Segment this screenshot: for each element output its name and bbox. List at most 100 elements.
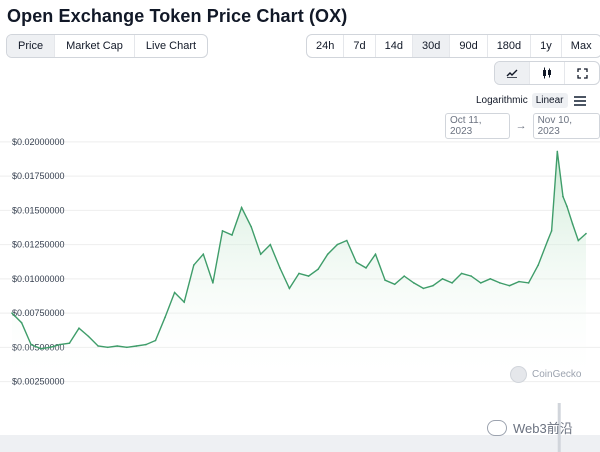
coingecko-logo-icon xyxy=(510,366,527,383)
data-point xyxy=(336,243,339,246)
data-point xyxy=(527,282,530,284)
tab-market-cap[interactable]: Market Cap xyxy=(54,35,134,57)
data-point xyxy=(422,287,425,290)
data-point xyxy=(87,335,90,338)
data-point xyxy=(518,280,520,283)
data-point xyxy=(126,346,128,349)
data-point xyxy=(49,346,52,349)
logarithmic-option[interactable]: Logarithmic xyxy=(476,95,528,106)
data-point xyxy=(432,284,434,287)
view-tabs xyxy=(494,61,600,85)
data-point xyxy=(550,230,553,232)
data-point xyxy=(30,343,32,346)
data-point xyxy=(11,312,13,314)
data-point xyxy=(116,345,118,347)
y-tick-label: $0.01000000 xyxy=(12,274,65,284)
watermark-text: CoinGecko xyxy=(532,369,582,380)
data-point xyxy=(259,253,262,255)
scale-toggle: Logarithmic Linear xyxy=(472,93,586,108)
page-title: Open Exchange Token Price Chart (OX) xyxy=(7,6,348,26)
data-point xyxy=(571,223,574,225)
data-point xyxy=(298,272,300,275)
range-1y[interactable]: 1y xyxy=(530,35,561,57)
price-line xyxy=(11,151,587,350)
data-point xyxy=(221,230,224,232)
date-range: Oct 11, 2023 → Nov 10, 2023 xyxy=(445,113,600,139)
data-point xyxy=(566,205,568,207)
data-point xyxy=(384,279,386,281)
y-tick-label: $0.01500000 xyxy=(12,205,65,215)
data-point xyxy=(202,253,205,255)
date-from-input[interactable]: Oct 11, 2023 xyxy=(445,113,510,139)
data-point xyxy=(39,347,42,350)
data-point xyxy=(326,253,329,255)
candlestick-icon[interactable] xyxy=(529,62,564,84)
data-point xyxy=(145,343,147,346)
data-point xyxy=(212,282,214,284)
price-chart: $0.02000000 $0.01750000 $0.01500000 $0.0125… xyxy=(0,137,600,452)
range-tabs: 24h 7d 14d 30d 90d 180d 1y Max xyxy=(306,34,600,58)
data-point xyxy=(135,345,138,347)
data-point xyxy=(97,345,99,347)
data-point xyxy=(288,287,291,290)
data-point xyxy=(59,343,61,346)
data-point xyxy=(365,267,367,269)
data-point xyxy=(403,275,406,277)
date-to-input[interactable]: Nov 10, 2023 xyxy=(532,113,600,139)
data-point xyxy=(355,261,358,264)
data-point xyxy=(374,253,377,255)
data-point xyxy=(556,150,559,153)
data-point xyxy=(173,291,176,294)
y-tick-label: $0.01250000 xyxy=(12,240,65,250)
data-point xyxy=(231,234,233,236)
range-30d[interactable]: 30d xyxy=(411,35,450,57)
range-14d[interactable]: 14d xyxy=(374,35,412,57)
data-point xyxy=(346,239,348,242)
data-point xyxy=(562,195,564,198)
range-max[interactable]: Max xyxy=(560,35,600,57)
fullscreen-icon[interactable] xyxy=(564,62,599,84)
data-point xyxy=(279,267,281,269)
price-area xyxy=(12,151,586,385)
data-point xyxy=(68,342,71,344)
source-watermark-text: Web3前沿 xyxy=(513,421,573,436)
arrow-right-icon: → xyxy=(515,120,527,132)
range-24h[interactable]: 24h xyxy=(316,40,335,52)
volume-spike xyxy=(557,403,561,452)
data-point xyxy=(193,264,195,266)
source-watermark: Web3前沿 xyxy=(487,418,573,437)
tab-price[interactable]: Price xyxy=(7,35,55,57)
data-point xyxy=(393,283,396,286)
data-point xyxy=(577,239,580,242)
data-point xyxy=(307,275,310,277)
coingecko-watermark: CoinGecko xyxy=(510,366,581,383)
tab-live-chart[interactable]: Live Chart xyxy=(133,35,207,57)
data-point xyxy=(413,282,415,284)
data-point xyxy=(537,264,539,266)
line-chart-icon[interactable] xyxy=(495,62,529,84)
data-point xyxy=(441,278,444,280)
linear-option[interactable]: Linear xyxy=(531,93,568,108)
range-90d[interactable]: 90d xyxy=(449,35,486,57)
wechat-icon xyxy=(487,419,507,436)
data-point xyxy=(546,239,549,242)
data-point xyxy=(470,275,473,277)
data-point xyxy=(460,272,463,275)
data-point xyxy=(154,339,157,342)
data-point xyxy=(499,282,501,284)
data-point xyxy=(480,282,482,284)
range-180d[interactable]: 180d xyxy=(486,35,530,57)
data-point xyxy=(164,316,166,318)
y-tick-label: $0.02000000 xyxy=(12,137,65,147)
data-point xyxy=(508,284,511,287)
y-tick-label: $0.01750000 xyxy=(12,171,65,181)
data-point xyxy=(20,321,23,324)
data-point xyxy=(269,243,272,246)
y-tick-label: $0.00750000 xyxy=(12,308,65,318)
range-7d[interactable]: 7d xyxy=(343,35,374,57)
data-point xyxy=(451,282,453,284)
data-point xyxy=(317,268,319,270)
data-point xyxy=(585,232,587,235)
data-point xyxy=(489,278,492,280)
menu-icon[interactable] xyxy=(573,95,586,106)
